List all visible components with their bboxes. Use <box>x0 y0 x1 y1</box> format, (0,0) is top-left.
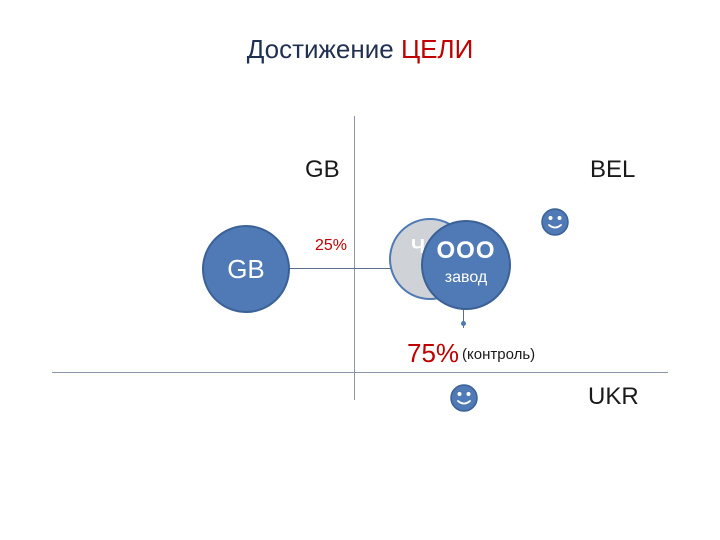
border-line-horizontal <box>52 372 668 373</box>
entity-zavod-label: завод <box>444 269 488 286</box>
title-accent: ЦЕЛИ <box>400 34 474 64</box>
share-label-75: 75% <box>407 338 460 368</box>
entity-ooo-zavod: ООО завод <box>421 220 511 310</box>
region-label-gb: GB <box>305 156 340 183</box>
share-label-25: 25% <box>315 237 348 254</box>
page-title: Достижение ЦЕЛИ <box>0 34 720 65</box>
entity-gb-label: GB <box>227 253 265 284</box>
smiley-icon <box>541 208 569 236</box>
smiley-icon <box>450 384 478 412</box>
ownership-link-ukr <box>463 306 464 328</box>
region-label-bel: BEL <box>590 156 636 183</box>
title-main: Достижение <box>246 34 394 64</box>
border-line-vertical <box>354 116 355 400</box>
link-endpoint <box>461 321 466 326</box>
entity-gb-company: GB <box>202 225 290 313</box>
entity-ooo-label: ООО <box>436 237 496 264</box>
control-note: (контроль) <box>462 346 536 363</box>
region-label-ukr: UKR <box>588 383 639 410</box>
ownership-link-gb <box>286 268 398 269</box>
